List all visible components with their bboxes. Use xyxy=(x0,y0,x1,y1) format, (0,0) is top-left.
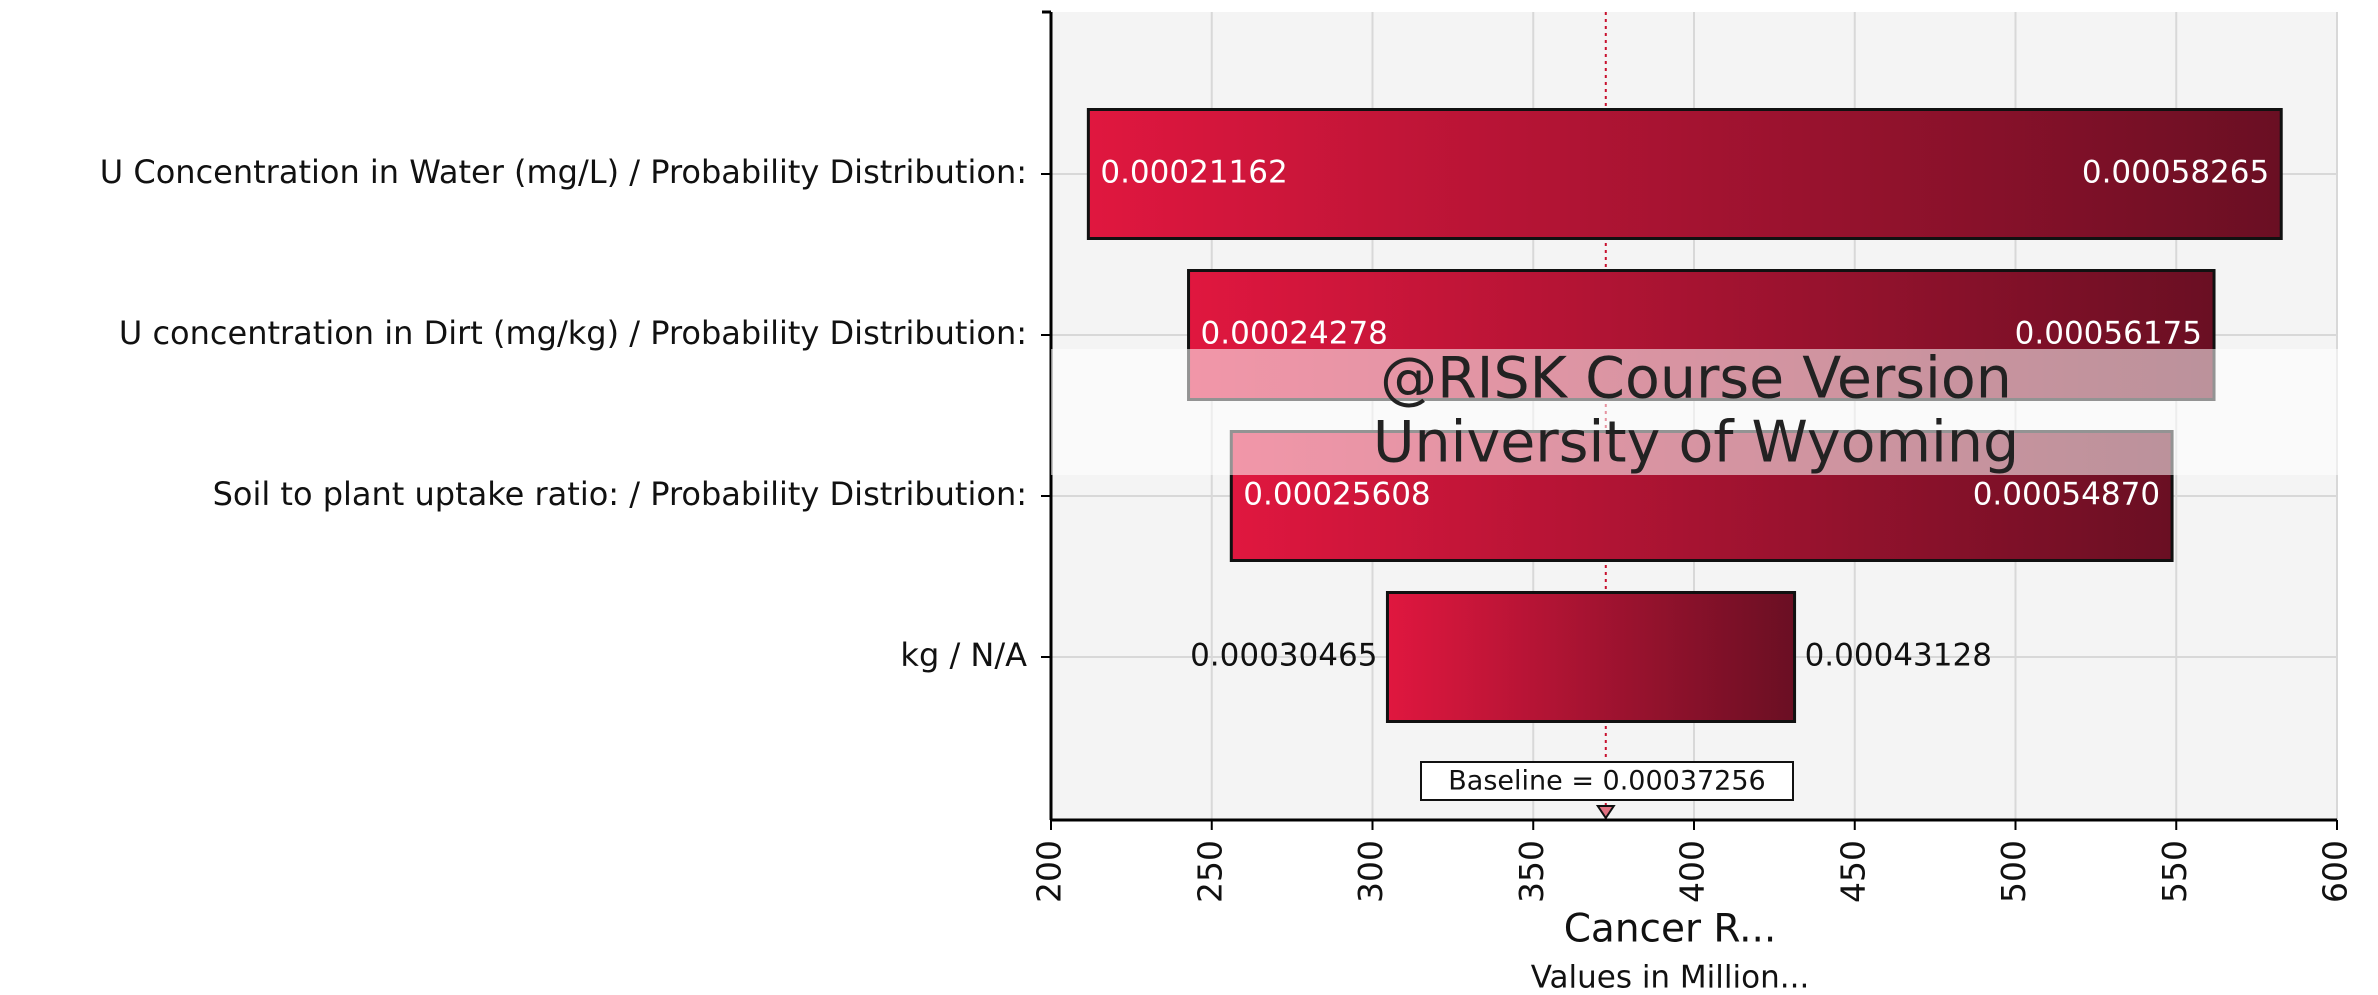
x-tick-label: 500 xyxy=(1994,840,2033,903)
watermark-band xyxy=(1051,349,2378,475)
low-label: 0.00030465 xyxy=(1190,638,1377,674)
baseline-arrow xyxy=(1595,805,1616,820)
watermark-text: @RISK Course Version xyxy=(1380,346,2012,412)
low-label: 0.00025608 xyxy=(1243,477,1430,513)
x-axis-subtitle: Values in Million... xyxy=(1531,960,1810,995)
x-tick-label: 600 xyxy=(2316,840,2355,903)
baseline-box xyxy=(1420,761,1794,801)
x-axis-title: Cancer R... xyxy=(1564,907,1777,952)
x-tick-label: 300 xyxy=(1351,840,1390,903)
category-label: Soil to plant uptake ratio: / Probabilit… xyxy=(213,475,1027,513)
baseline-label: Baseline = 0.00037256 xyxy=(1448,766,1765,797)
watermark-text: University of Wyoming xyxy=(1373,410,2019,476)
high-label: 0.00058265 xyxy=(2082,155,2269,191)
low-label: 0.00024278 xyxy=(1201,316,1388,352)
category-label: U concentration in Dirt (mg/kg) / Probab… xyxy=(119,314,1027,352)
x-tick-label: 350 xyxy=(1512,840,1551,903)
x-tick-label: 200 xyxy=(1030,840,1069,903)
high-label: 0.00043128 xyxy=(1805,638,1992,674)
x-tick-label: 400 xyxy=(1673,840,1712,903)
bar xyxy=(1385,591,1797,723)
x-tick-label: 550 xyxy=(2155,840,2194,903)
high-label: 0.00054870 xyxy=(1973,477,2160,513)
x-tick-label: 450 xyxy=(1833,840,1872,903)
category-label: U Concentration in Water (mg/L) / Probab… xyxy=(100,153,1027,191)
low-label: 0.00021162 xyxy=(1100,155,1287,191)
bar xyxy=(1086,108,2283,240)
x-tick-label: 250 xyxy=(1190,840,1229,903)
category-label: kg / N/A xyxy=(900,636,1027,674)
high-label: 0.00056175 xyxy=(2015,316,2202,352)
